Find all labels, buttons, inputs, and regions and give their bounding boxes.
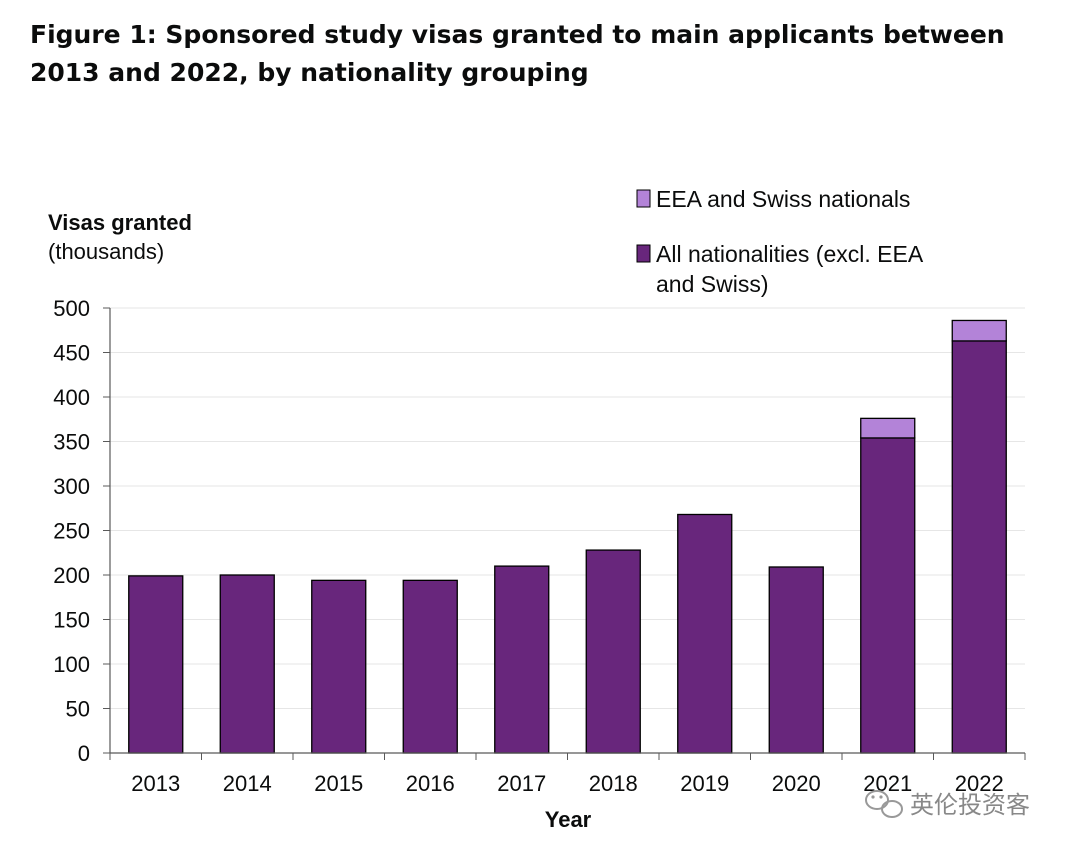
y-tick-label: 0 [78,741,90,766]
bar-non-eea-2016 [402,579,458,754]
x-tick-label: 2015 [314,771,363,796]
bar-non-eea-2018 [585,549,641,754]
legend-label: All nationalities (excl. EEA [656,241,924,267]
x-tick-label: 2014 [223,771,272,796]
y-tick-label: 200 [53,563,90,588]
wechat-icon [865,790,903,818]
y-tick-label: 300 [53,474,90,499]
legend-label: and Swiss) [656,271,768,297]
bar-non-eea-2019 [677,513,733,754]
bar-eea-2022 [951,319,1007,342]
bar-non-eea-2014 [219,574,275,754]
x-tick-label: 2017 [497,771,546,796]
legend-label: EEA and Swiss nationals [656,186,910,212]
y-axis-title: Visas granted [48,210,192,235]
x-tick-label: 2013 [131,771,180,796]
legend: EEA and Swiss nationals All nationalities… [636,186,924,297]
y-tick-label: 250 [53,519,90,544]
x-tick-label: 2016 [406,771,455,796]
y-tick-label: 150 [53,608,90,633]
y-tick-label: 50 [66,697,90,722]
y-tick-label: 350 [53,430,90,455]
x-tick-label: 2020 [772,771,821,796]
x-tick-label: 2019 [680,771,729,796]
watermark-text: 英伦投资客 [910,792,1030,819]
bars [128,319,1007,754]
bar-non-eea-2021 [860,437,916,754]
axes: 0 50 100 150 200 250 300 350 400 450 500 2013 2014 20… [53,296,1026,796]
y-tick-label: 400 [53,385,90,410]
y-tick-label: 500 [53,296,90,321]
x-tick-label: 2018 [589,771,638,796]
x-tick-label: 2022 [955,771,1004,796]
bar-non-eea-2013 [128,575,184,754]
y-tick-label: 450 [53,341,90,366]
figure-title: Figure 1: Sponsored study visas granted … [30,20,1005,87]
bar-non-eea-2022 [951,340,1007,754]
x-axis-title: Year [545,807,592,832]
y-tick-label: 100 [53,652,90,677]
legend-swatch [636,244,651,263]
bar-non-eea-2017 [494,565,550,754]
bar-non-eea-2015 [311,579,367,754]
watermark: 英伦投资客 [865,790,1030,819]
bar-eea-2021 [860,417,916,439]
y-axis-unit: (thousands) [48,239,164,264]
bar-non-eea-2020 [768,566,824,754]
legend-swatch [636,189,651,208]
